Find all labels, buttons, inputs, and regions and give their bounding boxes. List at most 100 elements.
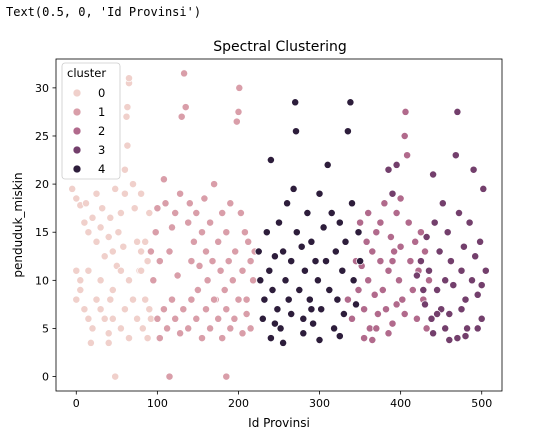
point-cluster-4-29 <box>311 257 320 266</box>
point-cluster-4-58 <box>287 310 296 318</box>
point-cluster-3-40 <box>445 336 454 344</box>
point-cluster-1-31 <box>216 266 225 275</box>
point-cluster-0-66 <box>104 338 113 347</box>
legend-marker-3 <box>72 145 82 155</box>
point-cluster-1-8 <box>168 223 176 232</box>
point-cluster-0-53 <box>106 295 115 304</box>
point-cluster-4-11 <box>276 324 285 333</box>
point-cluster-0-55 <box>116 324 125 333</box>
point-cluster-1-41 <box>235 83 244 92</box>
point-cluster-0-63 <box>145 305 154 314</box>
point-cluster-3-8 <box>425 266 433 275</box>
point-cluster-3-36 <box>481 266 490 275</box>
point-cluster-1-35 <box>224 257 233 266</box>
point-cluster-4-33 <box>319 223 328 232</box>
point-cluster-1-43 <box>238 266 247 275</box>
point-cluster-1-68 <box>226 324 235 333</box>
point-cluster-1-66 <box>218 334 227 343</box>
point-cluster-4-21 <box>295 286 304 294</box>
point-cluster-0-59 <box>133 314 142 323</box>
point-cluster-1-9 <box>171 209 180 217</box>
point-cluster-1-37 <box>228 276 237 285</box>
point-cluster-0-20 <box>120 165 129 174</box>
point-cluster-4-52 <box>266 334 275 343</box>
point-cluster-0-24 <box>123 141 132 150</box>
point-cluster-1-53 <box>163 324 172 333</box>
point-cluster-4-59 <box>307 305 316 314</box>
point-cluster-3-27 <box>463 324 472 333</box>
point-cluster-0-47 <box>84 314 93 323</box>
point-cluster-4-47 <box>348 199 356 208</box>
point-cluster-0-56 <box>120 305 129 314</box>
point-cluster-3-11 <box>430 218 439 227</box>
point-cluster-1-4 <box>155 257 164 266</box>
point-cluster-1-58 <box>184 324 193 333</box>
point-cluster-1-28 <box>210 180 219 189</box>
point-cluster-1-2 <box>151 228 160 237</box>
point-cluster-4-8 <box>270 252 279 261</box>
point-cluster-3-6 <box>421 300 429 309</box>
point-cluster-3-39 <box>429 329 438 338</box>
point-cluster-4-53 <box>279 338 288 347</box>
point-cluster-0-6 <box>88 213 97 222</box>
point-cluster-3-45 <box>477 281 486 290</box>
legend-marker-2 <box>72 126 82 136</box>
point-cluster-1-5 <box>159 175 168 184</box>
point-cluster-3-33 <box>476 237 485 246</box>
point-cluster-0-38 <box>84 266 93 275</box>
point-cluster-2-43 <box>384 329 393 338</box>
point-cluster-4-3 <box>260 295 269 304</box>
point-cluster-4-42 <box>338 266 347 275</box>
point-cluster-2-25 <box>398 295 407 304</box>
point-cluster-0-40 <box>108 286 117 294</box>
point-cluster-2-48 <box>400 310 409 318</box>
point-cluster-3-38 <box>441 324 450 333</box>
point-cluster-1-51 <box>155 334 164 343</box>
point-cluster-3-1 <box>388 189 397 198</box>
point-cluster-0-54 <box>108 314 117 323</box>
point-cluster-2-46 <box>376 218 385 227</box>
point-cluster-2-1 <box>348 314 356 323</box>
point-cluster-2-31 <box>408 286 417 294</box>
point-cluster-1-70 <box>234 295 243 304</box>
point-cluster-0-45 <box>76 286 85 294</box>
point-cluster-4-16 <box>287 257 296 266</box>
point-cluster-3-9 <box>427 314 436 323</box>
legend-box <box>61 62 121 180</box>
point-cluster-3-5 <box>419 286 428 294</box>
point-cluster-2-32 <box>411 237 420 246</box>
x-tick-label: 0 <box>73 397 80 410</box>
point-cluster-1-74 <box>165 372 174 381</box>
point-cluster-1-10 <box>173 271 182 280</box>
point-cluster-4-14 <box>283 199 292 208</box>
y-tick-label: 25 <box>35 130 49 143</box>
point-cluster-1-17 <box>187 257 196 266</box>
point-cluster-2-14 <box>376 257 385 266</box>
point-cluster-1-27 <box>208 257 217 266</box>
point-cluster-2-33 <box>412 314 421 323</box>
point-cluster-3-41 <box>461 332 470 341</box>
point-cluster-2-3 <box>354 286 363 294</box>
point-cluster-1-11 <box>176 189 185 198</box>
legend-marker-0 <box>72 88 82 98</box>
point-cluster-2-9 <box>365 324 374 333</box>
point-cluster-4-9 <box>273 305 282 314</box>
point-cluster-1-45 <box>242 295 251 304</box>
point-cluster-1-75 <box>222 372 231 381</box>
point-cluster-2-42 <box>372 324 381 333</box>
point-cluster-1-62 <box>202 305 210 314</box>
point-cluster-1-38 <box>231 247 240 256</box>
point-cluster-1-30 <box>214 237 223 246</box>
point-cluster-4-39 <box>331 247 340 256</box>
point-cluster-3-7 <box>422 233 431 241</box>
legend-label-2: 2 <box>98 124 105 138</box>
point-cluster-0-35 <box>145 209 154 217</box>
point-cluster-2-17 <box>382 305 390 314</box>
point-cluster-3-26 <box>461 295 470 304</box>
point-cluster-1-47 <box>246 257 255 266</box>
point-cluster-4-12 <box>279 247 288 256</box>
point-cluster-0-46 <box>80 305 89 314</box>
point-cluster-1-36 <box>226 199 235 208</box>
point-cluster-3-18 <box>445 310 454 318</box>
point-cluster-1-19 <box>192 209 201 217</box>
